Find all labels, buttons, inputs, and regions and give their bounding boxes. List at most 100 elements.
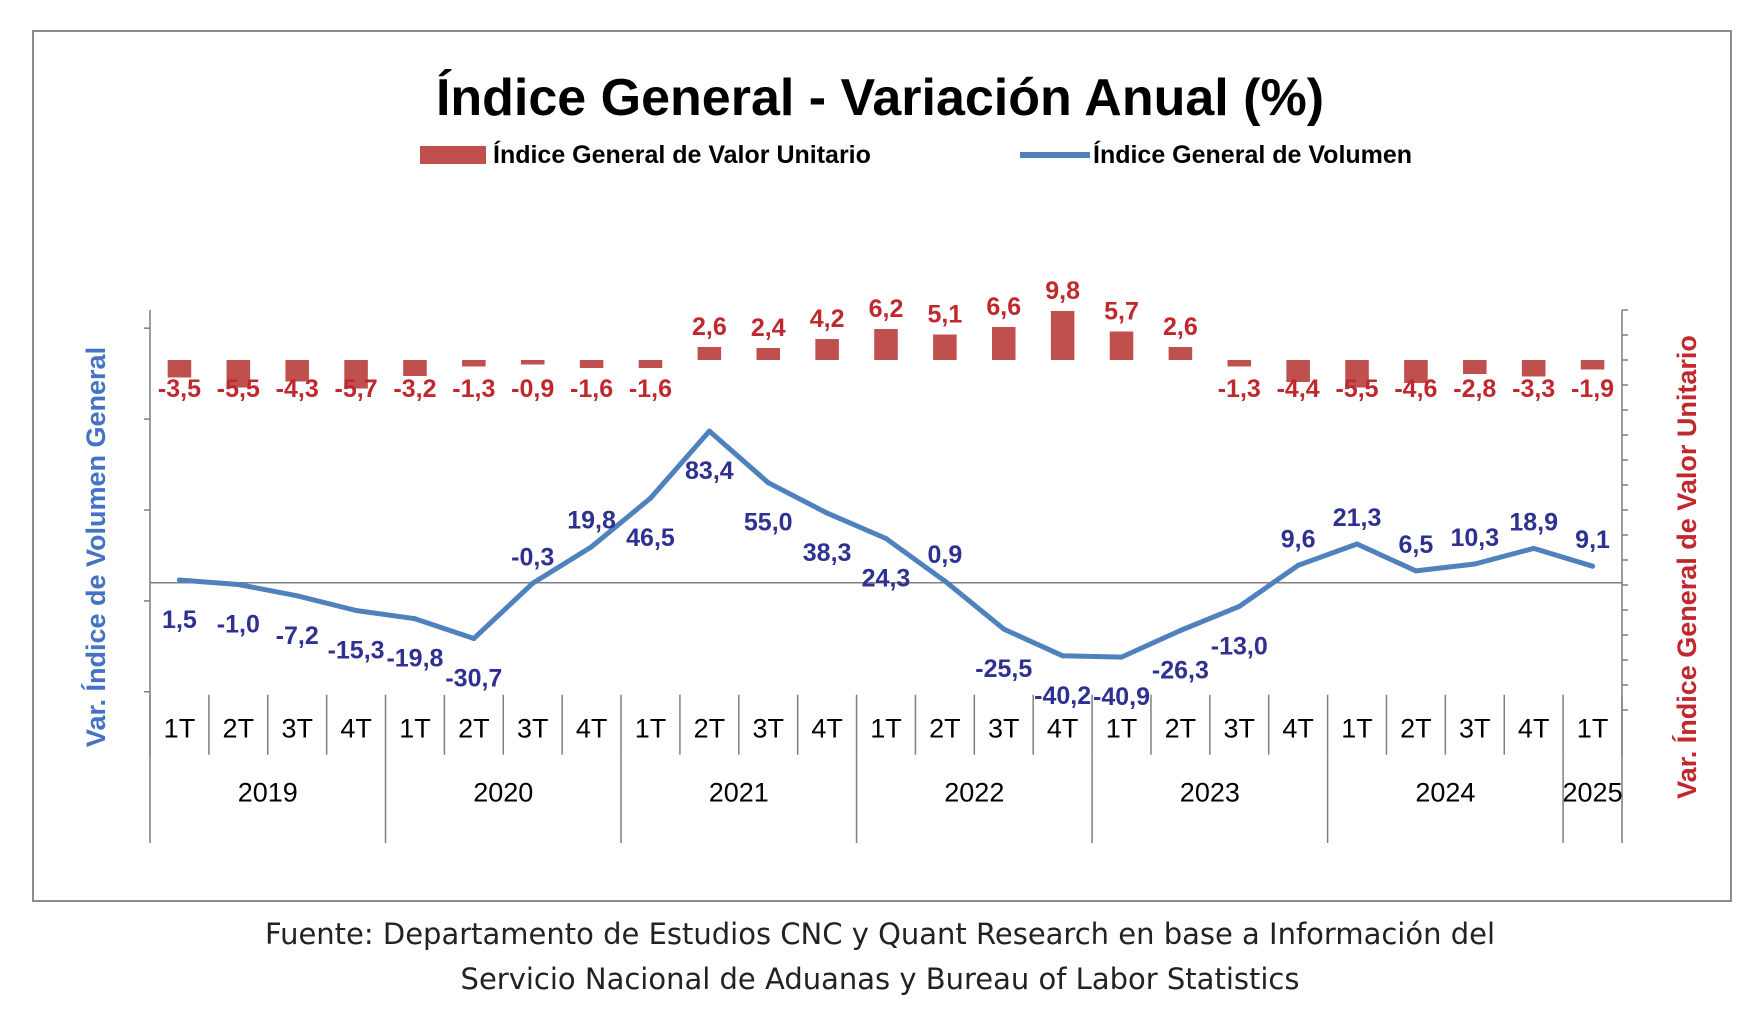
line-value-label: 83,4 [685,457,734,485]
quarter-tick-label: 4T [576,714,608,744]
line-point [1119,654,1125,660]
bar [226,360,251,388]
line-point [706,428,712,434]
quarter-tick-label: 4T [340,714,372,744]
line-value-label: 38,3 [803,539,852,567]
line-value-label: 6,5 [1399,531,1434,559]
quarter-tick-label: 2T [458,714,490,744]
bar [638,360,663,368]
year-tick-label: 2023 [1180,778,1240,808]
year-tick-label: 2022 [944,778,1004,808]
source-footer: Fuente: Departamento de Estudios CNC y Q… [0,912,1760,1002]
bar [874,329,898,360]
line-point [353,608,359,614]
line-value-label: -0,3 [511,543,554,571]
bar-value-label: -1,3 [452,375,495,403]
line-point [1236,603,1242,609]
quarter-tick-label: 2T [1400,714,1432,744]
bar-value-label: 5,7 [1104,298,1139,326]
bar-value-label: -4,4 [1277,375,1320,403]
line-value-label: -13,0 [1211,632,1268,660]
bar [1227,360,1252,367]
quarter-tick-label: 1T [399,714,431,744]
line-value-label: 55,0 [744,509,793,537]
line-data-labels: 1,5 -1,0 -7,2 -15,3 -19,8-30,7 -0,3 19,8 46,5 83… [162,457,1610,711]
line-point [530,580,536,586]
line-value-label: 9,6 [1281,525,1316,553]
quarter-tick-label: 3T [1459,714,1491,744]
bar [1050,311,1075,360]
bar-value-label: 6,2 [869,295,904,323]
year-tick-label: 2025 [1563,778,1623,808]
line-point [765,480,771,486]
quarter-tick-label: 1T [870,714,902,744]
line-point [1295,562,1301,568]
bar-value-label: -3,5 [158,375,201,403]
bar-value-label: -1,6 [629,375,672,403]
line-value-label: -7,2 [276,622,319,650]
bar-value-label: 2,6 [1163,313,1198,341]
bar-value-label: -2,8 [1453,375,1496,403]
line-value-label: -15,3 [328,637,385,665]
bar [1580,360,1605,370]
line-point [1354,541,1360,547]
left-axis [144,310,151,843]
quarter-tick-label: 1T [164,714,196,744]
line-point [471,636,477,642]
legend-bar-swatch [420,146,486,164]
bar-series [167,311,1605,389]
line-point [1590,563,1596,569]
line-value-label: 21,3 [1333,504,1382,532]
line-value-label: 46,5 [626,524,675,552]
quarter-tick-label: 1T [635,714,667,744]
bar [933,334,957,360]
bar [1345,360,1369,388]
left-axis-title: Var. Índice de Volumen General [80,347,111,747]
source-line-1: Fuente: Departamento de Estudios CNC y Q… [264,917,1496,951]
chart-title: Índice General - Variación Anual (%) [436,69,1324,127]
line-point [1413,568,1419,574]
quarter-tick-label: 4T [1282,714,1314,744]
bar-value-label: 9,8 [1045,277,1080,305]
bar-value-label: -4,6 [1394,375,1437,403]
line-value-label: -26,3 [1152,657,1209,685]
right-axis-title: Var. Índice General de Valor Unitario [1671,335,1702,799]
bar [1168,347,1193,360]
legend-line-label: Índice General de Volumen [1093,140,1412,169]
line-value-label: -19,8 [386,645,443,673]
quarter-tick-label: 4T [1047,714,1079,744]
quarter-tick-label: 1T [1341,714,1373,744]
year-tick-label: 2021 [709,778,769,808]
source-line-2: Servicio Nacional de Aduanas y Bureau of… [460,962,1300,996]
quarter-tick-label: 2T [1165,714,1197,744]
bar-value-label: -5,7 [335,375,378,403]
line-point [412,616,418,622]
bar [579,360,604,368]
line-value-label: 1,5 [162,606,197,634]
line-point [1001,626,1007,632]
line-point [1177,628,1183,634]
bar-value-label: -3,3 [1512,375,1555,403]
bar [756,348,781,360]
line-point [1472,561,1478,567]
quarter-tick-label: 2T [223,714,255,744]
line-point [1531,545,1537,551]
bar [344,360,368,389]
quarter-tick-label: 4T [811,714,843,744]
bar [991,327,1016,360]
line-point [647,495,653,501]
bar [520,360,545,365]
bar [1521,360,1546,377]
category-axis: 1T 2T 3T 4T 1T 2T 3T 4T 1T 2T 3T 4T 1T 2T 3T 4T 1T 2T 3T 4T… [149,581,1623,843]
chart-frame [32,30,1732,902]
bar-value-label: 2,6 [692,313,727,341]
line-value-label: 9,1 [1575,526,1610,554]
legend-bar-label: Índice General de Valor Unitario [493,140,871,169]
quarter-tick-label: 2T [929,714,961,744]
bar-value-label: -1,6 [570,375,613,403]
line-value-label: -40,2 [1034,682,1091,710]
line-point [176,577,182,583]
line-value-label: 10,3 [1450,524,1499,552]
quarter-tick-label: 3T [281,714,313,744]
bar [285,360,309,382]
